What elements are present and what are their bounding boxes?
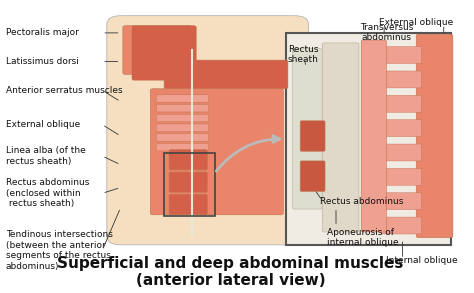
- FancyBboxPatch shape: [416, 34, 453, 238]
- Text: Transversus
abdominus: Transversus abdominus: [360, 23, 413, 42]
- FancyBboxPatch shape: [381, 71, 422, 88]
- Text: Pectoralis major: Pectoralis major: [6, 28, 79, 38]
- FancyBboxPatch shape: [381, 95, 422, 112]
- FancyBboxPatch shape: [292, 49, 322, 209]
- FancyBboxPatch shape: [381, 120, 422, 137]
- FancyBboxPatch shape: [156, 134, 209, 141]
- Text: Tendinous intersections
(between the anterior
segments of the rectus
abdominus): Tendinous intersections (between the ant…: [6, 231, 113, 271]
- FancyBboxPatch shape: [381, 168, 422, 185]
- Text: Rectus abdominus: Rectus abdominus: [320, 197, 403, 206]
- Text: External oblique: External oblique: [6, 120, 80, 129]
- FancyBboxPatch shape: [169, 150, 207, 170]
- FancyBboxPatch shape: [164, 60, 288, 89]
- FancyBboxPatch shape: [381, 193, 422, 209]
- Text: Internal oblique: Internal oblique: [386, 256, 458, 265]
- FancyBboxPatch shape: [169, 172, 207, 192]
- Text: Linea alba (of the
rectus sheath): Linea alba (of the rectus sheath): [6, 146, 86, 166]
- FancyBboxPatch shape: [381, 217, 422, 234]
- Bar: [164, 153, 215, 216]
- FancyBboxPatch shape: [300, 121, 325, 151]
- FancyBboxPatch shape: [156, 95, 209, 102]
- FancyBboxPatch shape: [361, 40, 386, 232]
- Text: Anterior serratus muscles: Anterior serratus muscles: [6, 86, 123, 95]
- Text: Latissimus dorsi: Latissimus dorsi: [6, 57, 79, 66]
- Text: Superficial and deep abdominal muscles
(anterior lateral view): Superficial and deep abdominal muscles (…: [57, 256, 404, 288]
- FancyBboxPatch shape: [132, 26, 196, 80]
- FancyBboxPatch shape: [300, 161, 325, 191]
- FancyBboxPatch shape: [322, 43, 359, 232]
- FancyBboxPatch shape: [156, 105, 209, 112]
- FancyBboxPatch shape: [156, 144, 209, 151]
- FancyBboxPatch shape: [381, 47, 422, 64]
- FancyBboxPatch shape: [156, 124, 209, 132]
- FancyBboxPatch shape: [156, 114, 209, 122]
- Text: Rectus abdominus
(enclosed within
 rectus sheath): Rectus abdominus (enclosed within rectus…: [6, 178, 89, 208]
- FancyBboxPatch shape: [169, 195, 207, 214]
- FancyBboxPatch shape: [150, 89, 283, 215]
- FancyBboxPatch shape: [123, 26, 191, 74]
- FancyBboxPatch shape: [107, 16, 309, 245]
- Text: Aponeurosis of
internal oblique: Aponeurosis of internal oblique: [327, 228, 399, 247]
- Bar: [285, 33, 451, 245]
- Text: Rectus
sheath: Rectus sheath: [288, 45, 319, 64]
- FancyBboxPatch shape: [381, 144, 422, 161]
- Text: External oblique: External oblique: [379, 18, 453, 27]
